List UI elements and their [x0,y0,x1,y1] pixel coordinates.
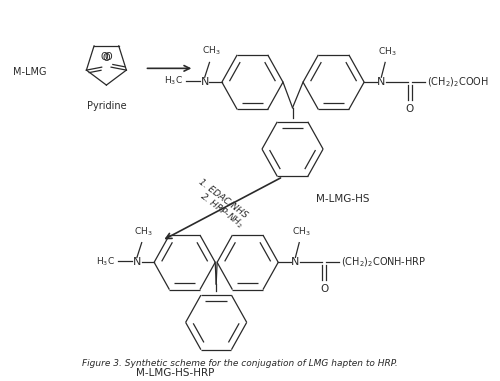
Text: N: N [377,77,386,87]
Text: N: N [133,257,141,267]
Text: M-LMG: M-LMG [13,67,46,77]
Text: O: O [406,104,414,114]
Text: M-LMG-HS-HRP: M-LMG-HS-HRP [136,368,214,378]
Text: O: O [102,53,110,63]
Text: (CH$_2$)$_2$COOH: (CH$_2$)$_2$COOH [427,75,489,89]
Text: H$_3$C: H$_3$C [164,75,183,87]
Text: M-LMG-HS: M-LMG-HS [316,194,370,204]
Text: Figure 3. Synthetic scheme for the conjugation of LMG hapten to HRP.: Figure 3. Synthetic scheme for the conju… [82,359,398,368]
Text: O: O [104,52,112,62]
Text: 2. HRP-NH$_2$: 2. HRP-NH$_2$ [197,190,246,232]
Text: CH$_3$: CH$_3$ [378,45,396,58]
Text: CH$_3$: CH$_3$ [292,225,310,238]
Text: CH$_3$: CH$_3$ [134,225,153,238]
Text: H$_3$C: H$_3$C [96,255,115,267]
Text: O: O [100,52,108,62]
Text: O: O [320,284,328,294]
Text: N: N [291,257,300,267]
Text: CH$_3$: CH$_3$ [202,44,220,56]
Text: N: N [200,77,209,87]
Text: Pyridine: Pyridine [86,101,126,111]
Text: 1. EDAC/NHS: 1. EDAC/NHS [197,177,250,219]
Text: (CH$_2$)$_2$CONH-HRP: (CH$_2$)$_2$CONH-HRP [341,256,426,269]
